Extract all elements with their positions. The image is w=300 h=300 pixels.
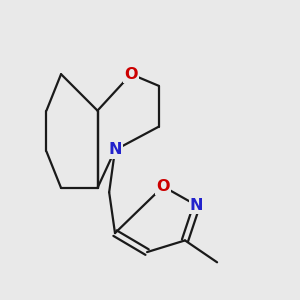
Text: O: O — [156, 179, 170, 194]
Text: N: N — [108, 142, 122, 158]
Text: N: N — [190, 198, 203, 213]
Text: O: O — [124, 67, 138, 82]
